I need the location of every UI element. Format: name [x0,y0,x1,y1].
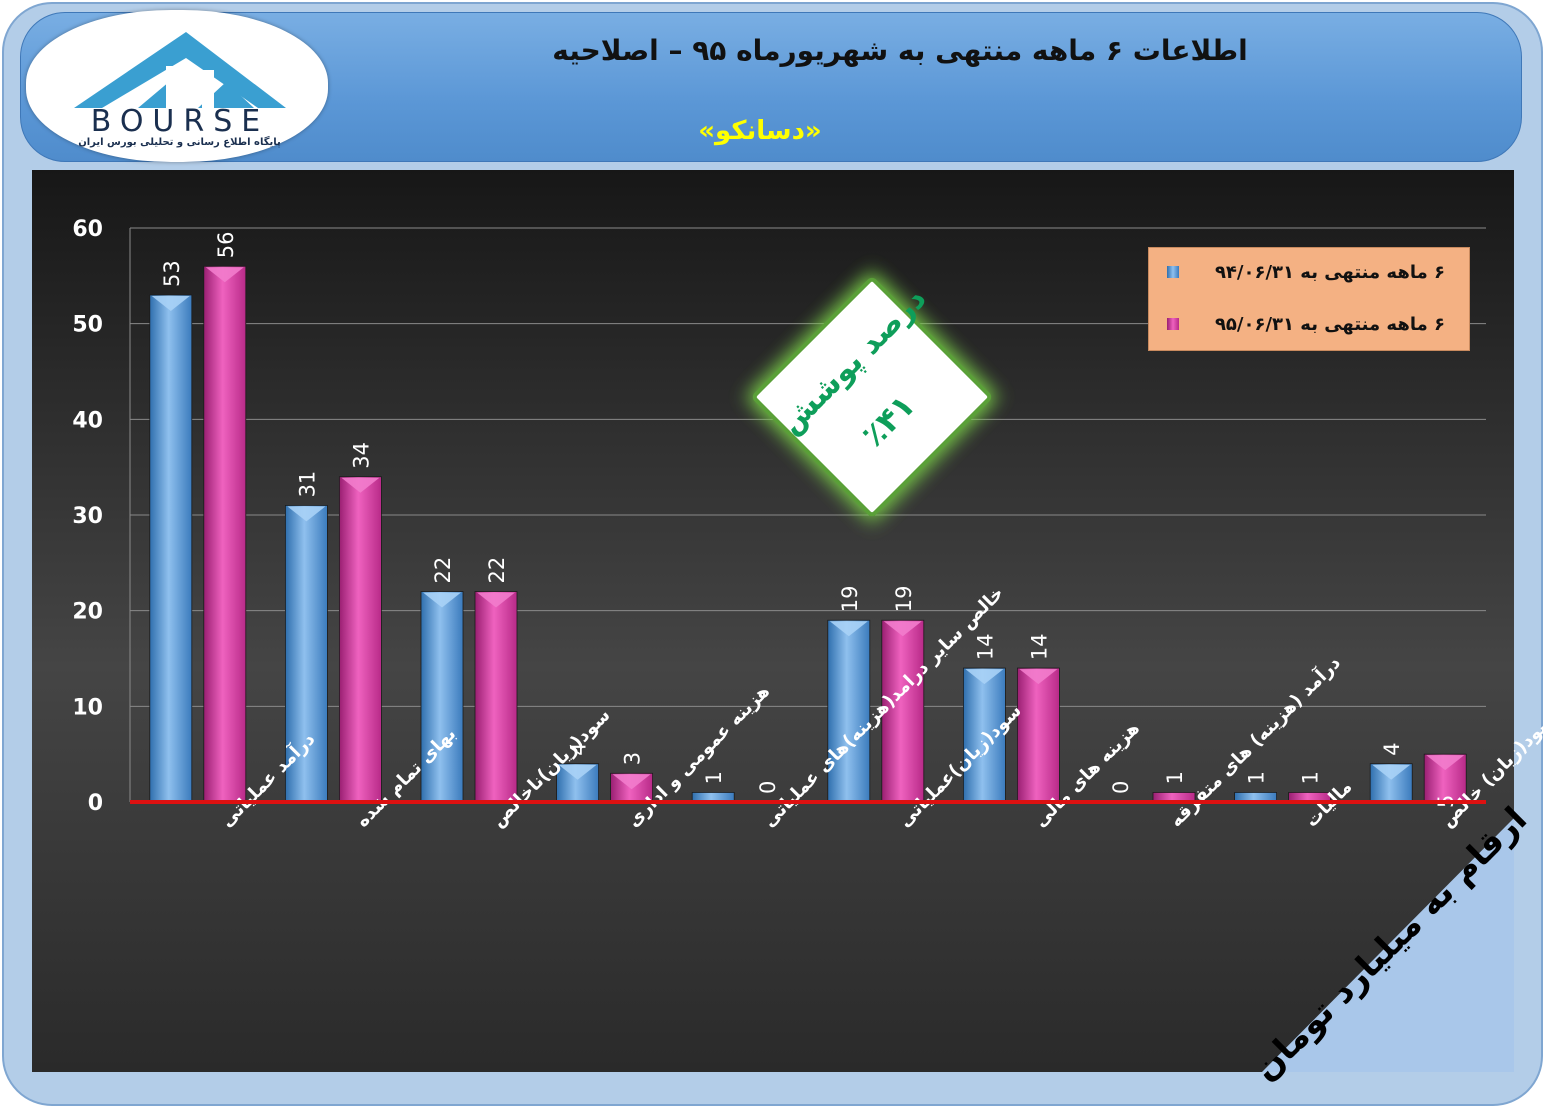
bar-cap [287,506,326,522]
legend-swatch-2 [1167,318,1179,330]
bar-cap [423,592,461,608]
bar-cap [883,621,922,637]
bar-cap [477,592,515,608]
data-label: 1 [702,771,726,784]
data-label: 22 [431,557,455,584]
bar-s2-1 [338,476,382,803]
y-tick-label: 20 [72,600,103,625]
data-label: 31 [295,471,319,498]
y-axis: 0 10 20 30 40 50 60 [72,217,131,816]
page-title: اطلاعات ۶ ماهه منتهی به شهریورماه ۹۵ – ا… [552,34,1248,67]
data-label: 14 [1027,633,1051,660]
bar-cap [1426,755,1465,771]
data-label: 34 [349,442,373,469]
data-label: 4 [1380,742,1404,755]
bar-cap [205,267,244,283]
legend-swatch-1 [1167,266,1179,278]
coverage-callout [747,272,997,522]
data-label: 1 [1245,771,1269,784]
y-tick-label: 60 [72,217,103,242]
bar-s2-2 [474,591,518,803]
bar-cap [1019,669,1058,685]
data-label: 1 [1163,771,1187,784]
y-tick-label: 50 [72,313,103,338]
bar-cap [829,621,868,637]
bar-s1-5 [827,619,871,803]
logo-brand: BOURSE [90,104,270,139]
logo [26,10,328,162]
company-name: «دسانکو» [698,116,822,146]
bar-cap [558,764,597,780]
bar-s1-6 [963,667,1006,803]
bars: 535631342222431019191414011145 [149,232,1467,808]
data-label: 22 [485,557,509,584]
y-tick-label: 0 [88,791,103,816]
data-label: 3 [621,752,645,765]
data-label: 19 [838,585,862,612]
data-label: 4 [567,742,591,755]
bar-s1-2 [420,591,464,803]
legend: ۶ ماهه منتهی به ۹۴/۰۶/۳۱ ۶ ماهه منتهی به… [1148,247,1470,351]
data-label: 0 [1109,781,1133,794]
x-tick-label: هزینه عمومی و اداری [623,681,774,832]
logo-mark-icon [74,32,286,108]
logo-tagline: پایگاه اطلاع رسانی و تحلیلی بورس ایران [78,137,281,148]
data-label: 14 [973,633,997,660]
x-axis: درآمد عملیاتی بهای تمام شده سود(زیان)ناخال… [215,582,1547,831]
data-label: 1 [1299,771,1323,784]
data-label: 19 [892,585,916,612]
data-label: 0 [756,781,780,794]
bar-s1-1 [284,505,328,803]
bar-cap [965,669,1004,685]
bar-s2-0 [203,265,247,803]
bar-cap [1372,764,1411,780]
bar-cap [151,295,190,311]
y-tick-label: 10 [72,695,103,720]
bar-s1-0 [149,294,193,803]
units-banner [1262,818,1514,1072]
bar-cap [612,774,651,790]
y-tick-label: 40 [72,408,103,433]
y-tick-label: 30 [72,504,103,529]
bar-s2-6 [1017,667,1060,803]
bar-cap [341,477,380,493]
data-label: 53 [160,260,184,287]
legend-label-2: ۶ ماهه منتهی به ۹۵/۰۶/۳۱ [1214,314,1445,335]
bar-s2-5 [881,619,925,803]
data-label: 56 [214,232,238,259]
legend-label-1: ۶ ماهه منتهی به ۹۴/۰۶/۳۱ [1214,262,1445,283]
